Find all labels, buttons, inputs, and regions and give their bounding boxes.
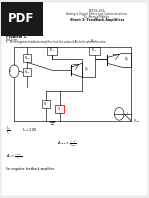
Bar [55,105,64,113]
Text: $R_F$: $R_F$ [57,105,62,113]
FancyBboxPatch shape [1,2,43,36]
Bar [47,47,57,55]
Text: $R_{B1}$: $R_{B1}$ [24,55,30,62]
Bar [23,54,31,62]
Text: ECE04-456: ECE04-456 [89,9,105,13]
Text: Sheet 3: FeedBack Amplifiers: Sheet 3: FeedBack Amplifiers [70,18,124,22]
Text: 1.  For a negative feedback amplifier, find the value of Af=Io for which the rat: 1. For a negative feedback amplifier, fi… [6,40,106,44]
Text: $Q_1$: $Q_1$ [84,66,90,73]
Text: $\frac{I_o}{I_i}$: $\frac{I_o}{I_i}$ [6,124,11,137]
Text: $I_o = 100$: $I_o = 100$ [22,127,38,134]
Text: $I_o$: $I_o$ [126,110,130,118]
Text: Dr. Ahmed Mahfoz: Dr. Ahmed Mahfoz [84,15,109,19]
Text: PDF: PDF [7,12,34,25]
Text: $R_{C1}$: $R_{C1}$ [49,47,55,54]
Text: $A_o = \frac{A_f \cdot \beta}{\beta}$: $A_o = \frac{A_f \cdot \beta}{\beta}$ [6,152,22,161]
Text: Analog & Digital Filters and Communications: Analog & Digital Filters and Communicati… [66,12,127,16]
Text: $Q_2$: $Q_2$ [124,56,130,63]
Text: $A_{loop} = \frac{A_f \cdot \beta}{A_{loop}}$: $A_{loop} = \frac{A_f \cdot \beta}{A_{lo… [57,138,77,148]
Text: $V_{CC}$: $V_{CC}$ [90,37,97,45]
Text: $R_E$: $R_E$ [43,100,48,108]
Bar [42,100,50,108]
Text: $R_{B2}$: $R_{B2}$ [24,69,30,76]
Text: Solution:: Solution: [6,38,19,42]
Text: $V_s$: $V_s$ [8,68,13,75]
Text: $R_{C2}$: $R_{C2}$ [91,47,98,54]
Text: For negative feedback amplifier.: For negative feedback amplifier. [6,167,55,171]
FancyBboxPatch shape [1,2,148,196]
Text: Problem 1.: Problem 1. [6,35,27,39]
Bar [89,47,100,55]
Bar [23,68,31,76]
Text: $V_{out}$: $V_{out}$ [133,117,141,125]
